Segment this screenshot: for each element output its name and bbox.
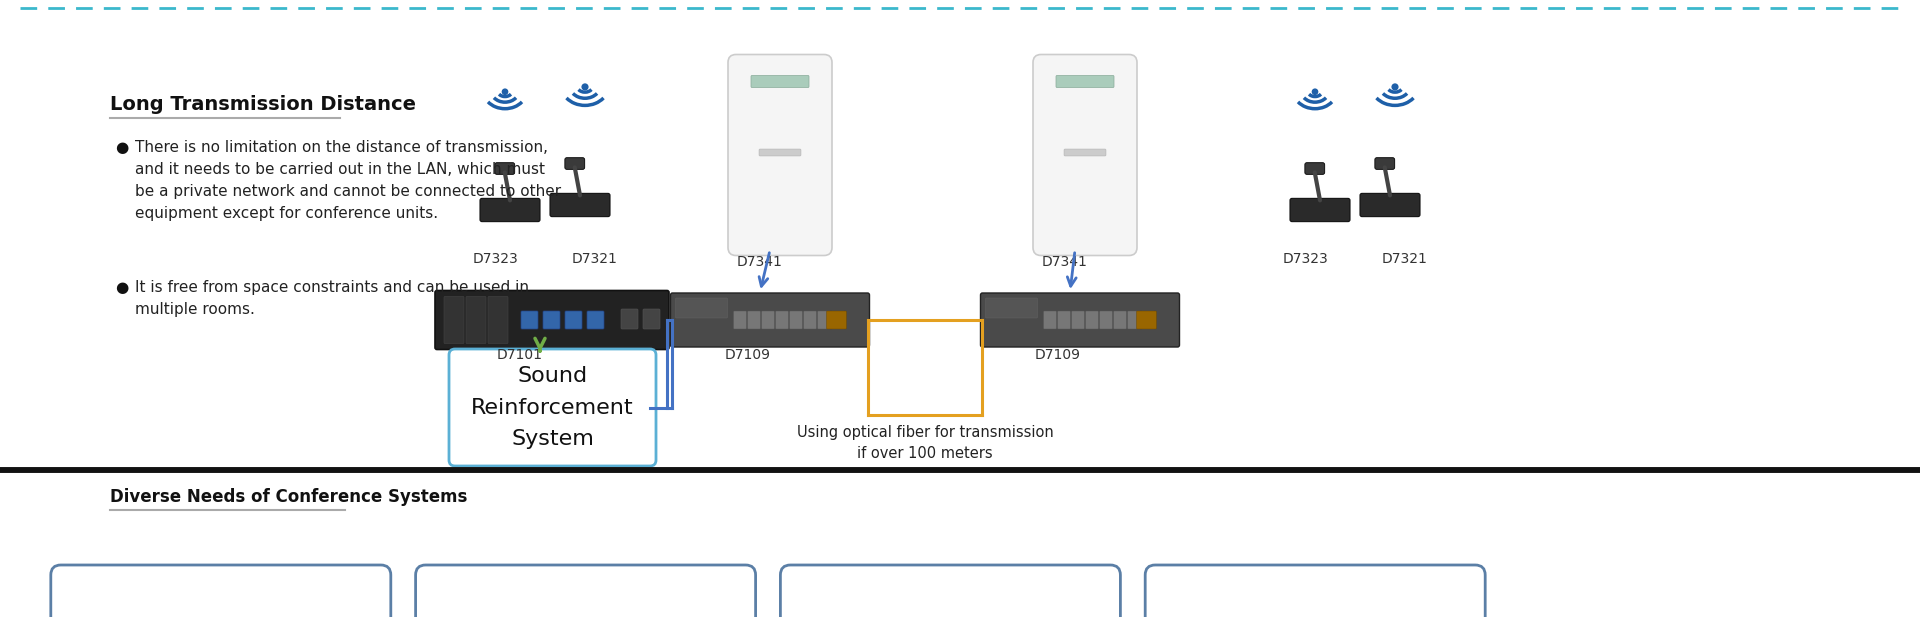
FancyBboxPatch shape bbox=[1064, 149, 1106, 156]
FancyBboxPatch shape bbox=[480, 199, 540, 222]
Circle shape bbox=[1392, 84, 1398, 90]
FancyBboxPatch shape bbox=[818, 311, 831, 329]
FancyBboxPatch shape bbox=[981, 293, 1179, 347]
FancyBboxPatch shape bbox=[780, 565, 1121, 617]
FancyBboxPatch shape bbox=[564, 158, 584, 170]
FancyBboxPatch shape bbox=[495, 163, 515, 175]
FancyBboxPatch shape bbox=[676, 298, 728, 318]
FancyBboxPatch shape bbox=[751, 75, 808, 88]
FancyBboxPatch shape bbox=[436, 291, 668, 349]
FancyBboxPatch shape bbox=[449, 349, 657, 466]
FancyBboxPatch shape bbox=[758, 149, 801, 156]
FancyBboxPatch shape bbox=[564, 311, 582, 329]
FancyBboxPatch shape bbox=[789, 311, 803, 329]
Text: It is free from space constraints and can be used in: It is free from space constraints and ca… bbox=[134, 280, 530, 295]
Text: multiple rooms.: multiple rooms. bbox=[134, 302, 255, 317]
Circle shape bbox=[582, 84, 588, 90]
FancyBboxPatch shape bbox=[1144, 565, 1486, 617]
FancyBboxPatch shape bbox=[728, 54, 831, 255]
FancyBboxPatch shape bbox=[467, 297, 486, 344]
FancyBboxPatch shape bbox=[549, 193, 611, 217]
Text: D7323: D7323 bbox=[472, 252, 518, 266]
Text: and it needs to be carried out in the LAN, which must: and it needs to be carried out in the LA… bbox=[134, 162, 545, 177]
FancyBboxPatch shape bbox=[1100, 311, 1112, 329]
Text: D7109: D7109 bbox=[726, 348, 772, 362]
FancyBboxPatch shape bbox=[826, 311, 847, 329]
Text: D7109: D7109 bbox=[1035, 348, 1081, 362]
FancyBboxPatch shape bbox=[588, 311, 605, 329]
FancyBboxPatch shape bbox=[1033, 54, 1137, 255]
Circle shape bbox=[1313, 89, 1317, 94]
FancyBboxPatch shape bbox=[520, 311, 538, 329]
FancyBboxPatch shape bbox=[1085, 311, 1098, 329]
FancyBboxPatch shape bbox=[543, 311, 561, 329]
Text: D7341: D7341 bbox=[1043, 255, 1089, 269]
Text: Diverse Needs of Conference Systems: Diverse Needs of Conference Systems bbox=[109, 488, 467, 506]
FancyBboxPatch shape bbox=[620, 309, 637, 329]
Text: There is no limitation on the distance of transmission,: There is no limitation on the distance o… bbox=[134, 140, 547, 155]
FancyBboxPatch shape bbox=[776, 311, 789, 329]
FancyBboxPatch shape bbox=[747, 311, 760, 329]
FancyBboxPatch shape bbox=[1137, 311, 1156, 329]
Text: D7101: D7101 bbox=[497, 348, 543, 362]
Circle shape bbox=[503, 89, 507, 94]
FancyBboxPatch shape bbox=[1306, 163, 1325, 175]
FancyBboxPatch shape bbox=[50, 565, 392, 617]
Text: be a private network and cannot be connected to other: be a private network and cannot be conne… bbox=[134, 184, 561, 199]
FancyBboxPatch shape bbox=[803, 311, 816, 329]
FancyBboxPatch shape bbox=[1290, 199, 1350, 222]
FancyBboxPatch shape bbox=[670, 293, 870, 347]
Text: D7321: D7321 bbox=[1382, 252, 1428, 266]
FancyBboxPatch shape bbox=[488, 297, 509, 344]
FancyBboxPatch shape bbox=[415, 565, 756, 617]
Text: ●: ● bbox=[115, 140, 129, 155]
FancyBboxPatch shape bbox=[985, 298, 1037, 318]
Text: D7321: D7321 bbox=[572, 252, 618, 266]
Text: equipment except for conference units.: equipment except for conference units. bbox=[134, 206, 438, 221]
FancyBboxPatch shape bbox=[1142, 311, 1154, 329]
FancyBboxPatch shape bbox=[762, 311, 774, 329]
FancyBboxPatch shape bbox=[1375, 158, 1394, 170]
FancyBboxPatch shape bbox=[831, 311, 845, 329]
Text: ●: ● bbox=[115, 280, 129, 295]
Text: Sound
Reinforcement
System: Sound Reinforcement System bbox=[470, 366, 634, 449]
FancyBboxPatch shape bbox=[1114, 311, 1127, 329]
Text: Long Transmission Distance: Long Transmission Distance bbox=[109, 95, 417, 114]
FancyBboxPatch shape bbox=[1127, 311, 1140, 329]
FancyBboxPatch shape bbox=[1056, 75, 1114, 88]
FancyBboxPatch shape bbox=[444, 297, 465, 344]
FancyBboxPatch shape bbox=[643, 309, 660, 329]
FancyBboxPatch shape bbox=[1071, 311, 1085, 329]
FancyBboxPatch shape bbox=[1359, 193, 1421, 217]
Text: Using optical fiber for transmission
if over 100 meters: Using optical fiber for transmission if … bbox=[797, 425, 1054, 461]
Text: D7323: D7323 bbox=[1283, 252, 1329, 266]
Text: D7341: D7341 bbox=[737, 255, 783, 269]
FancyBboxPatch shape bbox=[1058, 311, 1071, 329]
FancyBboxPatch shape bbox=[1043, 311, 1056, 329]
FancyBboxPatch shape bbox=[733, 311, 747, 329]
